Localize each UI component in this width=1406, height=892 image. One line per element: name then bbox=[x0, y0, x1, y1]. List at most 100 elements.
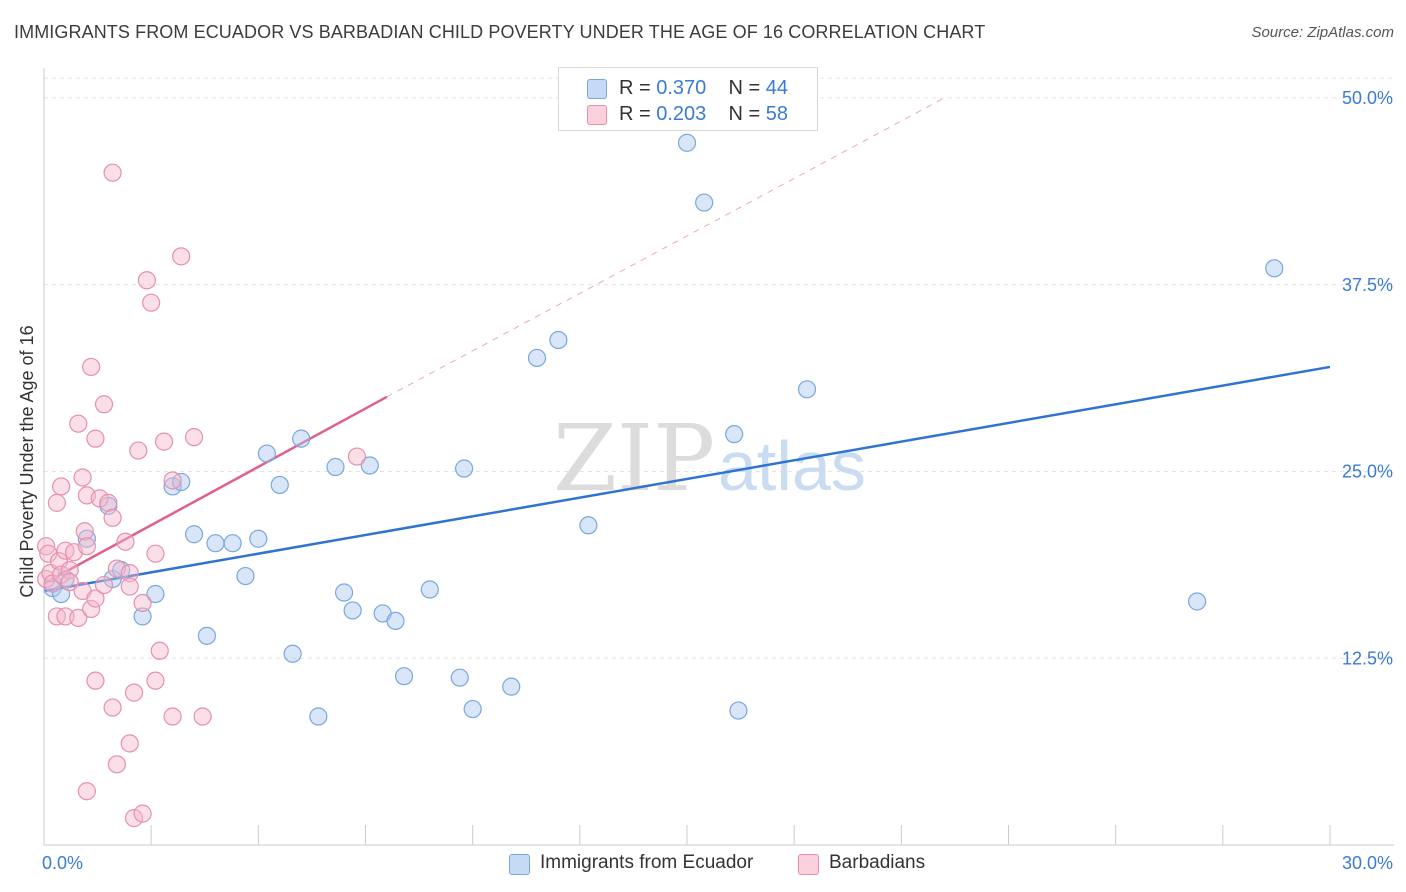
barbadian-point bbox=[86, 429, 105, 448]
ecuador-point bbox=[197, 626, 216, 645]
barbadian-point bbox=[94, 575, 114, 595]
ecuador-point bbox=[270, 475, 289, 495]
barbadian-point bbox=[184, 428, 204, 447]
barbadian-point bbox=[142, 293, 161, 312]
x-tick-label: 0.0% bbox=[42, 853, 83, 873]
ecuador-point bbox=[163, 477, 182, 496]
ecuador-point bbox=[249, 529, 268, 548]
ecuador-point bbox=[360, 456, 379, 475]
ecuador-point bbox=[236, 566, 255, 586]
watermark-atlas: atlas bbox=[718, 427, 866, 505]
ecuador-point bbox=[292, 429, 311, 448]
y-tick-label: 37.5% bbox=[1342, 275, 1393, 295]
ecuador-point bbox=[450, 668, 469, 687]
barbadian-point bbox=[47, 493, 66, 512]
legend-r-label: R = bbox=[619, 77, 657, 99]
barbadian-point bbox=[37, 537, 56, 556]
barbadian-point bbox=[137, 271, 156, 290]
barbadian-point bbox=[103, 508, 122, 527]
ecuador-point bbox=[797, 380, 817, 399]
barbadian-point bbox=[60, 572, 79, 592]
ecuador-point bbox=[579, 516, 598, 535]
barbadian-point bbox=[69, 414, 88, 433]
ecuador-point bbox=[257, 444, 277, 463]
barbadian-point bbox=[133, 593, 152, 613]
ecuador-point bbox=[729, 701, 748, 720]
ecuador-point bbox=[184, 525, 204, 544]
barbadian-point bbox=[120, 563, 139, 583]
barbadian-point bbox=[103, 698, 122, 717]
y-axis-label: Child Poverty Under the Age of 16 bbox=[17, 325, 37, 597]
label-layer: 12.5% 25.0% 37.5% 50.0% 0.0% 30.0% Child Pover… bbox=[17, 88, 1393, 873]
ecuador-point bbox=[463, 699, 482, 719]
barbadian-point bbox=[120, 577, 139, 596]
legend-r-label: R = bbox=[619, 103, 657, 125]
watermark: ZIP atlas bbox=[553, 405, 866, 512]
ecuador-point bbox=[223, 534, 242, 553]
barbadian-point bbox=[107, 755, 126, 774]
legend-swatch-barbadians bbox=[587, 105, 607, 125]
barbadian-point bbox=[150, 641, 169, 660]
legend-swatch-ecuador bbox=[587, 79, 607, 99]
barbadian-point bbox=[146, 671, 165, 690]
ecuador-point bbox=[133, 607, 152, 626]
legend-label-ecuador: Immigrants from Ecuador bbox=[540, 852, 754, 873]
barbadian-point bbox=[99, 493, 118, 512]
barbadian-point bbox=[77, 537, 96, 556]
legend-r-value: 0.370 bbox=[656, 77, 707, 99]
chart-title: IMMIGRANTS FROM ECUADOR VS BARBADIAN CHI… bbox=[14, 22, 986, 42]
legend-n-value: 58 bbox=[765, 103, 789, 125]
ecuador-point bbox=[454, 459, 474, 478]
barbadian-point bbox=[90, 489, 109, 508]
barbadian-point bbox=[163, 471, 182, 490]
ecuador-point bbox=[527, 348, 547, 368]
y-tick-label: 25.0% bbox=[1342, 462, 1393, 482]
ecuador-point bbox=[1265, 259, 1284, 278]
barbadian-point bbox=[154, 432, 174, 451]
barbadian-point bbox=[116, 532, 135, 551]
trend-extension-1 bbox=[386, 97, 945, 398]
correlation-legend: R = 0.370 N = 44 R = 0.203 N = 58 bbox=[558, 67, 818, 131]
trend-line-1 bbox=[43, 395, 388, 585]
barbadian-point bbox=[73, 468, 92, 487]
y-tick-label: 12.5% bbox=[1342, 648, 1393, 668]
source-label: Source: ZipAtlas.com bbox=[1251, 24, 1394, 41]
watermark-zip: ZIP bbox=[553, 405, 715, 512]
barbadian-point bbox=[172, 247, 191, 266]
barbadian-point bbox=[69, 608, 88, 628]
legend-swatch-barbadians bbox=[798, 854, 819, 875]
trend-line-0 bbox=[43, 365, 1331, 593]
trend-layer bbox=[43, 97, 1331, 593]
barbadian-point bbox=[75, 522, 94, 541]
barbadian-point bbox=[129, 441, 148, 460]
ecuador-point bbox=[549, 330, 568, 350]
x-tick-label: 30.0% bbox=[1342, 853, 1393, 873]
legend-n-label: N = bbox=[728, 103, 766, 125]
ecuador-point bbox=[386, 611, 405, 631]
axis-layer bbox=[43, 68, 1394, 846]
ecuador-point bbox=[326, 457, 345, 477]
ecuador-point bbox=[394, 667, 414, 686]
barbadian-point bbox=[52, 477, 71, 496]
ecuador-point bbox=[206, 534, 225, 553]
barbadian-point bbox=[124, 683, 144, 702]
legend-swatch-ecuador bbox=[509, 854, 530, 875]
ecuador-point bbox=[725, 425, 744, 444]
ecuador-point bbox=[1188, 592, 1207, 611]
ecuador-point bbox=[677, 133, 697, 152]
barbadian-point bbox=[163, 707, 182, 726]
barbadian-point bbox=[120, 734, 139, 753]
barbadian-point bbox=[82, 599, 101, 619]
barbadian-point bbox=[94, 395, 114, 414]
ecuador-point bbox=[283, 644, 302, 663]
barbadian-point bbox=[86, 589, 105, 608]
barbadian-point bbox=[77, 782, 96, 801]
y-tick-label: 50.0% bbox=[1342, 88, 1393, 108]
barbadian-point bbox=[347, 447, 367, 466]
barbadian-point bbox=[146, 544, 165, 563]
legend-n-label: N = bbox=[728, 77, 766, 99]
barbadian-point bbox=[133, 804, 152, 823]
barbadian-point bbox=[124, 809, 144, 828]
barbadian-point bbox=[103, 163, 122, 182]
